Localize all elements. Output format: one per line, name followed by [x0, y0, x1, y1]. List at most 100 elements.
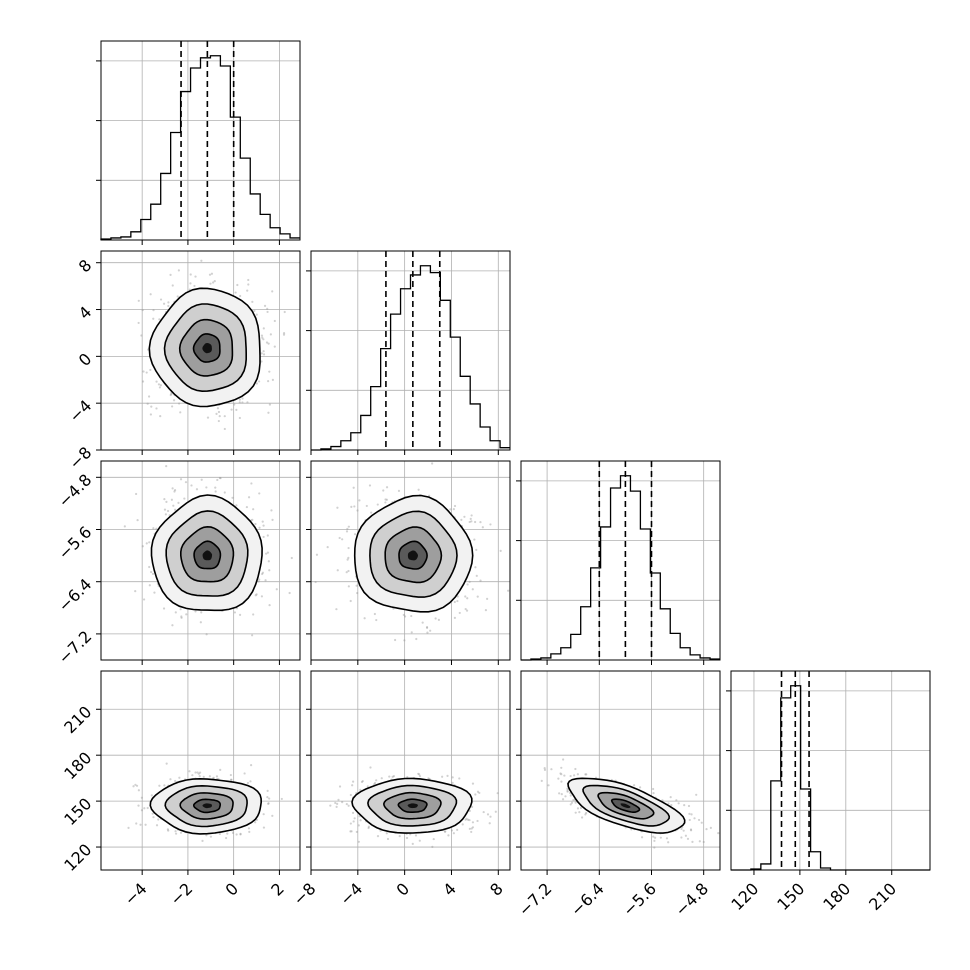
sample-point — [270, 509, 273, 512]
sample-point — [258, 492, 261, 495]
sample-point — [540, 779, 543, 782]
sample-point — [266, 551, 270, 554]
sample-point — [174, 611, 177, 614]
sample-point — [251, 300, 254, 303]
sample-point — [165, 762, 168, 765]
sample-point — [271, 290, 274, 293]
sample-point — [314, 580, 317, 584]
sample-point — [255, 313, 258, 316]
sample-point — [361, 779, 364, 783]
sample-point — [471, 782, 475, 785]
sample-point — [254, 522, 257, 526]
sample-point — [474, 793, 477, 796]
sample-point — [397, 489, 401, 492]
sample-point — [275, 588, 278, 591]
x-tick-label: 0 — [222, 879, 243, 900]
sample-point — [246, 401, 249, 404]
histogram-step — [311, 265, 510, 451]
sample-point — [197, 772, 200, 775]
sample-point — [350, 830, 353, 833]
x-tick-label: −4 — [336, 879, 366, 909]
sample-point — [414, 834, 418, 837]
sample-point — [198, 771, 202, 774]
sample-point — [265, 552, 268, 555]
y-tick-label: 4 — [75, 302, 96, 323]
sample-point — [158, 386, 161, 389]
sample-point — [280, 797, 283, 801]
sample-point — [507, 589, 510, 592]
sample-point — [347, 525, 350, 528]
sample-point — [167, 304, 170, 308]
sample-point — [486, 813, 490, 816]
sample-point — [683, 804, 686, 807]
sample-point — [263, 304, 267, 308]
sample-point — [179, 608, 182, 611]
x-tick-label: 4 — [439, 879, 460, 900]
x-tick-label: 120 — [727, 879, 762, 914]
sample-point — [373, 612, 376, 616]
sample-point — [137, 299, 140, 302]
sample-point — [468, 827, 471, 830]
sample-point — [149, 413, 152, 416]
sample-point — [345, 802, 348, 806]
sample-point — [388, 775, 391, 778]
sample-point — [258, 380, 261, 383]
sample-point — [425, 625, 429, 629]
sample-point — [211, 281, 215, 284]
sample-point — [451, 781, 454, 784]
sample-point — [471, 826, 475, 829]
sample-point — [266, 310, 269, 314]
sample-point — [217, 410, 221, 414]
sample-point — [189, 282, 192, 285]
sample-point — [151, 812, 154, 815]
sample-point — [315, 553, 319, 556]
sample-point — [214, 486, 217, 489]
sample-point — [341, 538, 344, 541]
sample-point — [162, 607, 166, 610]
sample-point — [471, 588, 474, 591]
sample-point — [347, 556, 350, 559]
sample-point — [338, 785, 342, 788]
sample-point — [177, 501, 180, 504]
hist-panel-1 — [306, 250, 511, 455]
sample-point — [255, 382, 259, 385]
sample-point — [170, 392, 173, 396]
sample-point — [349, 822, 352, 825]
x-tick-label: −4 — [121, 879, 151, 909]
sample-point — [179, 478, 183, 481]
sample-point — [479, 521, 482, 524]
sample-point — [437, 618, 440, 621]
sample-point — [246, 781, 250, 785]
sample-point — [231, 496, 234, 499]
sample-point — [373, 781, 377, 785]
sample-point — [169, 273, 172, 276]
y-tick-label: −4.8 — [54, 470, 95, 511]
sample-point — [135, 784, 139, 787]
axes-frame — [100, 460, 301, 661]
sample-point — [559, 772, 562, 775]
sample-point — [357, 824, 360, 827]
sample-point — [223, 415, 226, 418]
sample-point — [239, 832, 242, 835]
sample-point — [171, 405, 174, 408]
sample-point — [356, 509, 359, 512]
sample-point — [132, 785, 135, 788]
sample-point — [255, 593, 258, 596]
sample-point — [201, 839, 204, 842]
sample-point — [212, 776, 215, 779]
sample-point — [172, 504, 175, 507]
sample-point — [410, 614, 413, 618]
sample-point — [230, 408, 233, 411]
contour-line — [165, 510, 249, 597]
sample-point — [450, 829, 454, 832]
sample-point — [266, 534, 269, 537]
sample-point — [385, 498, 388, 501]
sample-point — [470, 520, 473, 523]
sample-point — [363, 617, 366, 620]
sample-point — [689, 828, 693, 831]
sample-point — [165, 464, 168, 468]
sample-point — [411, 842, 414, 845]
sample-point — [464, 595, 467, 598]
sample-point — [213, 279, 216, 283]
sample-point — [465, 817, 468, 820]
